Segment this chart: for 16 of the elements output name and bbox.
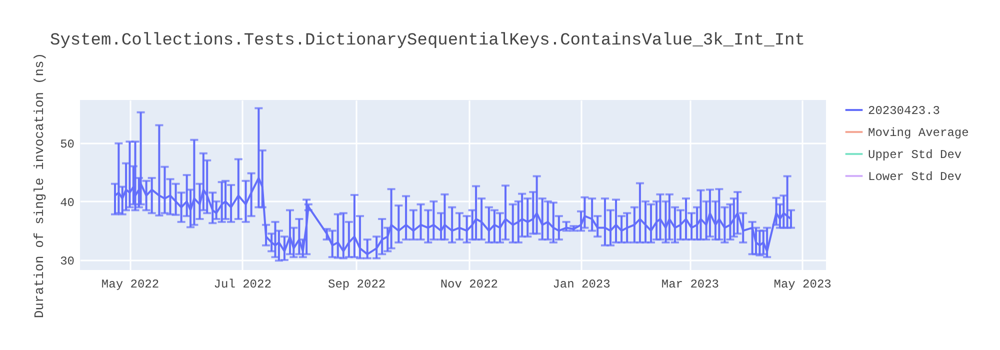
legend-label: Upper Std Dev: [868, 148, 962, 162]
y-tick-label: 40: [60, 196, 74, 210]
chart-title: System.Collections.Tests.DictionarySequentialKeys.ContainsValue_3k_Int_Int: [50, 31, 805, 50]
x-tick-label: Mar 2023: [661, 278, 719, 292]
x-tick-label: Jan 2023: [552, 278, 610, 292]
legend-label: 20230423.3: [868, 104, 940, 118]
x-tick-label: Sep 2022: [328, 278, 386, 292]
legend-label: Moving Average: [868, 126, 969, 140]
y-tick-label: 30: [60, 254, 74, 269]
x-tick-label: May 2022: [101, 278, 160, 292]
x-tick-label: Nov 2022: [440, 278, 498, 292]
y-axis-title: Duration of single invocation (ns): [32, 52, 48, 318]
legend-label: Lower Std Dev: [868, 170, 962, 184]
y-tick-label: 50: [60, 137, 74, 152]
x-tick-label: Jul 2022: [214, 278, 272, 292]
x-tick-label: May 2023: [774, 278, 832, 292]
